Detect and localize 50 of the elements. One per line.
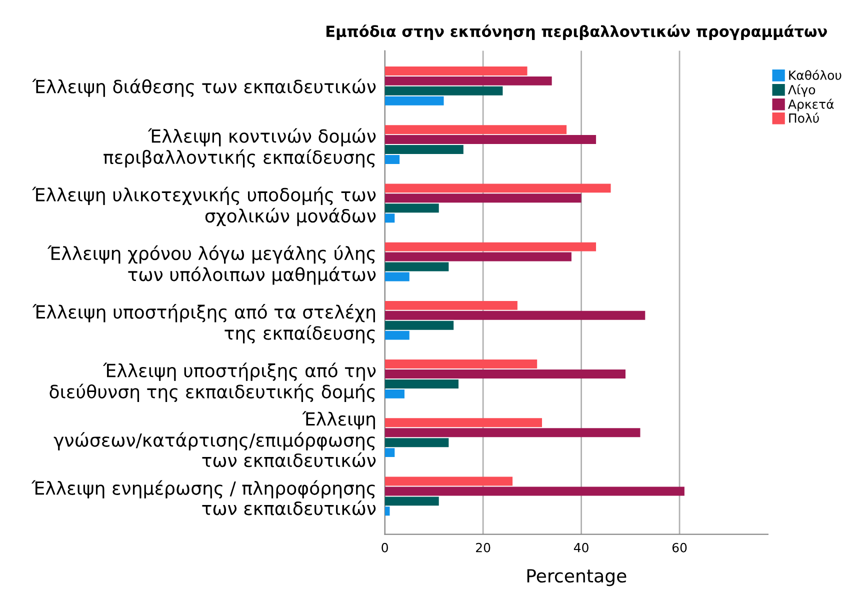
- bar: [384, 86, 503, 96]
- bar: [384, 428, 640, 438]
- legend-label: Πολύ: [789, 112, 819, 123]
- bar: [384, 214, 395, 223]
- bar: [384, 125, 567, 134]
- bar: [384, 66, 528, 76]
- x-tick-label: 20: [476, 542, 490, 552]
- bar: [384, 184, 611, 193]
- bar: [384, 242, 596, 252]
- bar: [384, 204, 439, 213]
- y-tick-label: Έλλειψη γνώσεων/κατάρτισης/επιμόρφωσης των εκπαιδευτικών: [54, 411, 376, 468]
- y-tick-label: Έλλειψη υποστήριξης από τα στελέχη της εκπαίδευσης: [32, 304, 375, 344]
- bar: [384, 389, 404, 398]
- y-tick-label: Έλλειψη κοντινών δομών περιβαλλοντικής εκπαίδευσης: [104, 128, 376, 168]
- x-axis-title: Percentage: [527, 569, 626, 586]
- y-tick-label: Έλλειψη υλικοτεχνικής υποδομής των σχολικών μονάδων: [32, 186, 376, 226]
- legend-label: Καθόλου: [789, 70, 842, 80]
- legend-label: Αρκετά: [788, 98, 834, 112]
- bar: [384, 379, 459, 388]
- bar: [384, 300, 518, 310]
- x-tick-label: 0: [382, 542, 388, 552]
- bar: [384, 496, 439, 506]
- bar: [384, 154, 400, 164]
- chart-title: Εμπόδια στην εκπόνηση περιβαλλοντικών προγραμμάτων: [326, 24, 827, 40]
- legend-label: Λίγο: [788, 84, 816, 97]
- bar: [384, 272, 410, 282]
- bar: [384, 76, 552, 86]
- bar: [384, 135, 596, 144]
- y-tick-label: Έλλειψη διάθεσης των εκπαιδευτικών: [32, 78, 376, 97]
- bar: [384, 96, 444, 106]
- bar: [384, 320, 454, 330]
- y-tick-label: Έλλειψη χρόνου λόγω μεγάλης ύλης των υπόλοιπων μαθημάτων: [47, 245, 376, 285]
- bar: [384, 360, 538, 369]
- bar: [384, 448, 395, 458]
- y-tick-label: Έλλειψη ενημέρωσης / πληροφόρησης των εκπαιδευτικών: [31, 480, 376, 516]
- bar: [384, 506, 390, 516]
- bar: [384, 252, 572, 262]
- bar: [384, 370, 626, 378]
- x-tick-label: 60: [672, 542, 687, 552]
- bar: [384, 194, 582, 203]
- bar: [384, 418, 542, 428]
- x-tick-label: 40: [574, 542, 588, 552]
- bar: [384, 330, 410, 340]
- y-tick-label: Έλλειψη υποστήριξης από την διεύθυνση της εκπαιδευτικής δομής: [50, 362, 376, 402]
- bar: [384, 438, 449, 448]
- bar: [384, 145, 464, 154]
- bar: [384, 476, 513, 486]
- bar: [384, 262, 449, 272]
- bar: [384, 310, 646, 320]
- bar: [384, 486, 684, 496]
